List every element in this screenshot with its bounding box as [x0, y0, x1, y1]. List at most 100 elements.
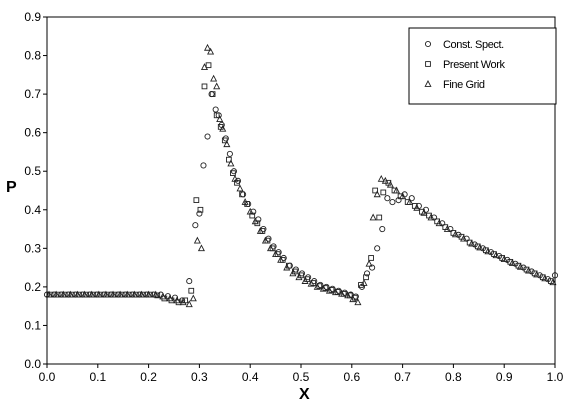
circle-point: [363, 270, 371, 277]
x-tick-label: 0.9: [496, 370, 513, 384]
triangle-point: [381, 176, 389, 184]
circle-point: [226, 150, 233, 157]
triangle-point: [59, 290, 67, 298]
circle-point: [186, 278, 193, 285]
triangle-point: [219, 124, 227, 132]
triangle-point: [283, 263, 291, 271]
triangle-point: [123, 290, 131, 298]
triangle-point: [81, 290, 89, 298]
triangle-point: [413, 203, 421, 211]
triangle-point: [261, 236, 269, 244]
square-point: [188, 287, 195, 294]
y-axis-ticks: 0.0 0.1 0.2 0.3 0.4 0.5 0.6 0.7 0.8 0.9: [24, 10, 47, 371]
legend-circle-icon: [424, 40, 432, 48]
square-point: [239, 191, 245, 198]
triangle-point: [332, 288, 340, 296]
x-tick-label: 0.1: [89, 370, 106, 384]
triangle-point: [213, 82, 221, 90]
triangle-point: [227, 159, 235, 167]
circle-point: [408, 195, 415, 202]
triangle-point: [73, 290, 82, 298]
triangle-point: [508, 259, 516, 266]
legend-label: Present Work: [443, 59, 506, 71]
square-point: [201, 83, 208, 90]
triangle-point: [193, 236, 201, 244]
triangle-point: [377, 174, 385, 182]
y-tick-label: 0.7: [24, 87, 41, 101]
circle-point: [234, 177, 242, 184]
triangle-point: [307, 279, 315, 287]
y-tick-label: 0.2: [24, 280, 41, 294]
triangle-point: [313, 282, 321, 290]
triangle-point: [373, 190, 381, 198]
data-markers: [43, 43, 559, 308]
triangle-point: [236, 184, 244, 192]
triangle-point: [200, 63, 209, 70]
triangle-point: [399, 192, 407, 200]
circle-point: [212, 106, 219, 113]
x-tick-label: 1.0: [547, 370, 564, 384]
legend-label: Const. Spect.: [443, 39, 504, 51]
x-axis-title: X: [299, 386, 310, 403]
triangle-point: [533, 270, 541, 278]
triangle-point: [116, 290, 124, 298]
square-point: [197, 206, 204, 213]
square-point: [209, 91, 216, 97]
triangle-point: [207, 47, 215, 55]
triangle-point: [406, 198, 414, 205]
triangle-point: [45, 290, 53, 298]
triangle-point: [241, 198, 249, 205]
triangle-point: [185, 300, 193, 308]
triangle-point: [223, 140, 231, 148]
x-tick-label: 0.7: [394, 370, 411, 384]
circle-point: [379, 226, 386, 233]
square-point: [226, 156, 232, 163]
x-tick-label: 0.4: [242, 370, 259, 384]
triangle-point: [476, 243, 484, 251]
square-point: [193, 197, 200, 203]
triangle-point: [216, 115, 224, 123]
circle-point: [305, 274, 312, 281]
triangle-point: [365, 259, 373, 267]
legend-box: [408, 27, 557, 105]
triangle-point: [210, 74, 218, 82]
square-point: [358, 282, 364, 288]
triangle-point: [109, 290, 117, 298]
triangle-point: [392, 186, 401, 194]
circle-point: [384, 195, 391, 202]
x-tick-label: 0.5: [293, 370, 310, 384]
triangle-point: [420, 208, 428, 216]
triangle-point: [460, 234, 468, 242]
triangle-point: [386, 180, 394, 188]
x-tick-label: 0.8: [445, 370, 462, 384]
triangle-point: [369, 213, 377, 221]
circle-point: [422, 206, 430, 213]
circle-point: [192, 222, 199, 229]
legend-triangle-icon: [424, 80, 432, 87]
y-tick-label: 0.9: [24, 10, 41, 24]
triangle-point: [443, 225, 451, 232]
square-point: [380, 189, 387, 196]
square-point: [213, 112, 220, 119]
triangle-point: [159, 292, 167, 300]
x-tick-label: 0.6: [343, 370, 360, 384]
circle-point: [200, 162, 207, 169]
triangle-point: [272, 250, 280, 257]
y-tick-label: 0.8: [24, 49, 41, 63]
square-point: [205, 62, 212, 69]
y-tick-label: 0.6: [24, 126, 41, 140]
x-tick-label: 0.2: [140, 370, 157, 384]
circle-point: [374, 245, 381, 252]
triangle-point: [130, 290, 138, 298]
x-axis-ticks: 0.0 0.1 0.2 0.3 0.4 0.5 0.6 0.7 0.8 0.9 1.0: [39, 364, 564, 384]
circle-point: [179, 297, 186, 304]
triangle-point: [354, 298, 362, 306]
y-axis-title: P: [6, 179, 17, 196]
square-point: [254, 220, 261, 227]
circle-point: [292, 266, 299, 273]
x-tick-label: 0.3: [191, 370, 208, 384]
triangle-point: [256, 227, 264, 234]
triangle-point: [516, 262, 524, 270]
circle-point: [230, 168, 237, 175]
y-tick-label: 0.4: [24, 203, 41, 217]
